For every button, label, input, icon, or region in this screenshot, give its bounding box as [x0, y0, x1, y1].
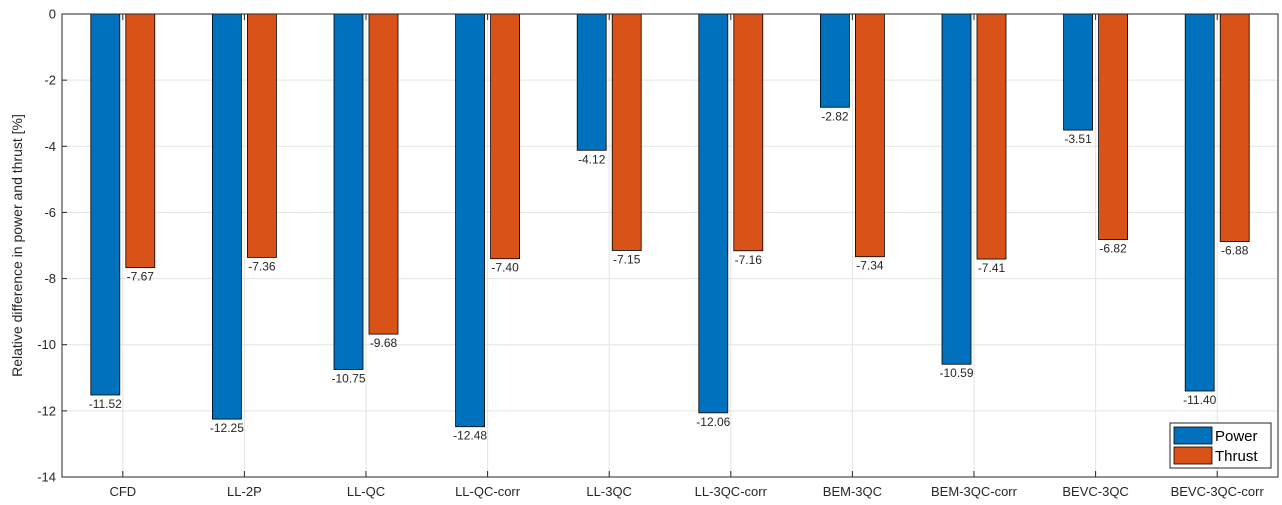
y-tick-label: -4: [44, 139, 56, 154]
axes: [61, 13, 1279, 478]
data-label: -11.40: [1183, 393, 1216, 407]
legend-label-thrust: Thrust: [1215, 448, 1258, 465]
data-label: -12.48: [453, 429, 487, 443]
x-tick-label: LL-QC: [347, 484, 385, 499]
bar-power: [941, 13, 972, 365]
x-tick-label: BEM-3QC-corr: [931, 484, 1018, 499]
data-label: -6.82: [1099, 242, 1127, 256]
legend-label-power: Power: [1215, 428, 1258, 445]
x-tick-label: CFD: [109, 484, 136, 499]
bar-power: [211, 13, 242, 420]
bar-thrust: [246, 13, 277, 258]
y-tick-label: -10: [37, 337, 56, 352]
bar-thrust: [733, 13, 764, 252]
data-label: -7.41: [978, 261, 1006, 275]
data-label: -3.51: [1064, 132, 1092, 146]
x-tick-label: LL-3QC: [586, 484, 632, 499]
data-label: -4.12: [578, 152, 606, 166]
bar-thrust: [1098, 13, 1128, 240]
bar-thrust: [611, 13, 642, 251]
data-label: -7.15: [613, 252, 641, 266]
x-tick-label: LL-2P: [227, 484, 262, 499]
tick-labels: 0 -2 -4 -6 -8 -10 -12 -14 CFD LL-2P LL-QC LL-QC-cor…: [37, 7, 1264, 500]
bar-power: [333, 13, 364, 370]
bar-power: [576, 13, 607, 151]
data-label: -12.06: [696, 415, 730, 429]
data-label: -7.36: [248, 259, 276, 273]
data-label: -6.88: [1221, 244, 1249, 258]
data-label: -7.67: [127, 270, 155, 284]
data-label: -7.34: [856, 259, 884, 273]
bar-power: [90, 13, 121, 396]
data-label: -7.40: [491, 261, 519, 275]
grid: [62, 13, 1278, 478]
data-label: -11.52: [89, 397, 122, 411]
y-tick-label: -2: [44, 73, 56, 88]
bar-power: [455, 13, 486, 428]
bar-power: [698, 13, 729, 414]
data-label: -9.68: [370, 336, 398, 350]
bar-thrust: [1219, 13, 1250, 242]
plot-box: [61, 13, 1279, 478]
data-label: -10.75: [331, 372, 365, 386]
y-axis-label: Relative difference in power and thrust …: [9, 114, 25, 377]
data-label: -12.25: [210, 421, 244, 435]
bar-thrust: [125, 13, 156, 269]
legend-swatch-thrust: [1173, 446, 1213, 465]
x-tick-label: LL-3QC-corr: [695, 484, 768, 499]
bar-thrust: [368, 13, 399, 335]
bar-thrust: [490, 13, 521, 260]
y-tick-label: -8: [44, 271, 56, 286]
data-label: -10.59: [939, 366, 973, 380]
x-tick-label: BEVC-3QC: [1062, 484, 1128, 499]
legend-swatch-power: [1173, 426, 1213, 445]
data-label: -7.16: [735, 253, 763, 267]
bar-power: [1184, 13, 1215, 392]
y-tick-label: -12: [37, 403, 56, 418]
y-tick-label: -14: [37, 470, 56, 485]
bar-power: [820, 13, 850, 108]
data-labels: -11.52 -12.25 -10.75 -12.48 -4.12 -12.06 -2.82…: [89, 109, 1249, 442]
y-tick-label: 0: [49, 7, 56, 22]
bar-thrust: [855, 13, 885, 258]
x-tick-label: LL-QC-corr: [455, 484, 521, 499]
bars: [90, 13, 1250, 428]
data-label: -2.82: [821, 109, 849, 123]
bar-power: [1063, 13, 1093, 131]
bar-thrust: [976, 13, 1007, 260]
x-tick-label: BEM-3QC: [823, 484, 882, 499]
x-tick-label: BEVC-3QC-corr: [1171, 484, 1265, 499]
legend: Power Thrust: [1169, 422, 1272, 469]
y-tick-label: -6: [44, 205, 56, 220]
